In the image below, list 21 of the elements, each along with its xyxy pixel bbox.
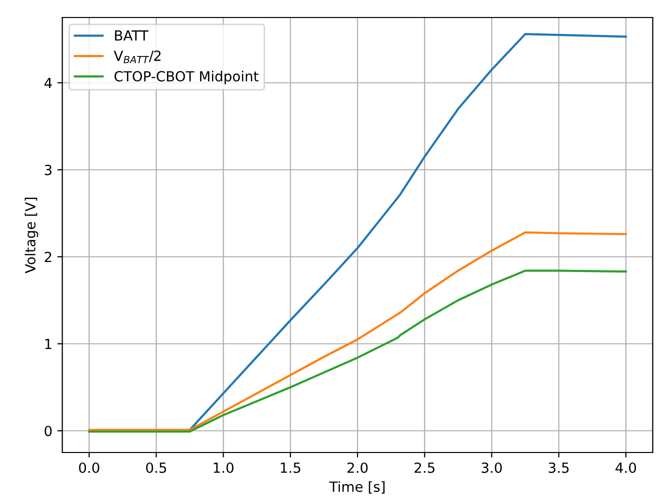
line-series bbox=[88, 270, 627, 433]
x-tick-label: 0.5 bbox=[146, 462, 166, 473]
x-tick-label: 2.5 bbox=[414, 462, 434, 473]
line-series bbox=[88, 231, 627, 431]
y-tick-label: 1 bbox=[45, 338, 52, 350]
x-tick-label: 1.5 bbox=[280, 462, 300, 473]
legend-label: CTOP-CBOT Midpoint bbox=[114, 70, 258, 84]
x-tick-label: 4.0 bbox=[616, 462, 636, 473]
legend-label: BATT bbox=[115, 30, 148, 41]
legend-label: V$_{BATT}$/2 bbox=[114, 50, 161, 64]
x-tick-label: 3.5 bbox=[548, 462, 569, 473]
x-tick-label: 2.0 bbox=[347, 462, 368, 473]
x-tick-label: 1.0 bbox=[214, 462, 234, 473]
x-tick-label: 0.0 bbox=[79, 462, 100, 473]
y-axis-title: Voltage [V] bbox=[24, 198, 38, 274]
y-tick-label: 0 bbox=[44, 426, 52, 436]
y-tick-label: 2 bbox=[44, 252, 52, 262]
y-tick-label: 3 bbox=[44, 164, 52, 176]
x-axis-title: Time [s] bbox=[329, 481, 385, 494]
x-tick-label: 3.0 bbox=[482, 462, 502, 473]
y-tick-label: 4 bbox=[44, 78, 52, 88]
